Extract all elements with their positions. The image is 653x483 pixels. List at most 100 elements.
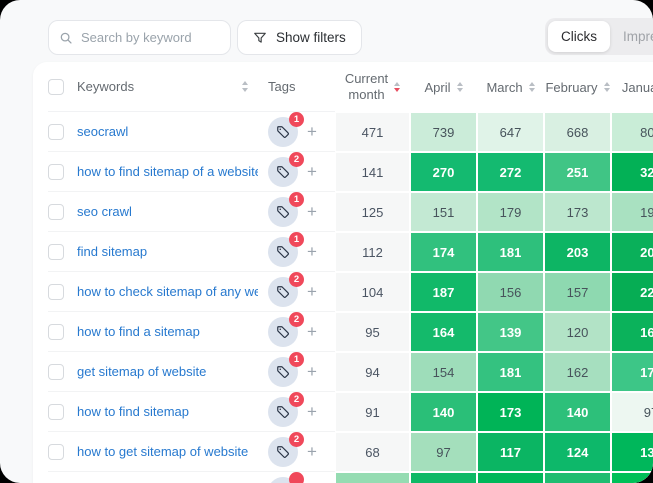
keyword-link[interactable]: how to find sitemap of a website [77,164,258,179]
keyword-link[interactable]: how to find sitemap [77,404,190,419]
sort-keywords-button[interactable] [242,81,248,92]
tag-button-wrap: 1 [268,351,304,387]
add-tag-button[interactable]: + [307,402,317,421]
header-current-month: Current month [335,62,410,112]
search-input[interactable] [81,30,220,45]
tag-count-badge: 2 [289,311,304,327]
sort-april-button[interactable] [456,81,463,93]
table-row: how to find sitemap 2 + 91 140 173 140 9… [48,391,653,432]
tag-button-wrap: 2 [268,271,304,307]
current-month-value [336,473,409,483]
heatmap-cell-january: 220 [611,272,653,312]
heatmap-cell-january: 177 [611,352,653,392]
table-header-row: Keywords Tags Current month April March F… [48,62,653,112]
heatmap-cell-january: 326 [611,152,653,192]
row-checkbox[interactable] [48,403,64,420]
heatmap-cell-february: 173 [544,192,611,232]
heatmap-cell-april: 187 [410,272,477,312]
header-april: April [410,62,477,112]
row-checkbox[interactable] [48,203,64,220]
keyword-link[interactable]: how to check sitemap of any website [77,284,258,299]
heatmap-cell-january: 807 [611,112,653,152]
heatmap-cell-april: 164 [410,312,477,352]
header-february-label: February [545,79,598,95]
toggle-option-clicks[interactable]: Clicks [548,21,610,52]
row-checkbox[interactable] [48,323,64,340]
row-checkbox[interactable] [48,443,64,460]
table-row: find sitemap 1 + 112 174 181 203 207 [48,231,653,272]
tag-icon [277,165,289,178]
add-tag-button[interactable]: + [307,162,317,181]
tag-button-wrap: 2 [268,391,304,427]
tag-icon [277,445,289,458]
tag-icon [277,285,289,298]
tag-button[interactable] [268,476,298,483]
heatmap-cell-march [477,472,544,483]
heatmap-cell-february: 203 [544,232,611,272]
tag-button-wrap: 1 [268,191,304,227]
metric-toggle: Clicks Impressions [545,18,653,55]
current-month-cell: 112 [335,232,410,272]
add-tag-button[interactable]: + [307,322,317,341]
add-tag-button[interactable]: + [307,282,317,301]
show-filters-button[interactable]: Show filters [237,20,362,55]
keyword-link[interactable]: seocrawl [77,124,129,139]
current-month-cell: 125 [335,192,410,232]
add-tag-button[interactable]: + [307,202,317,221]
header-february: February [544,62,611,112]
tag-icon [277,205,289,218]
current-month-value: 471 [336,113,409,151]
current-month-cell: 471 [335,112,410,152]
tag-icon [277,405,289,418]
current-month-cell: 91 [335,392,410,432]
heatmap-cell-january: 132 [611,432,653,472]
keyword-link[interactable]: seo crawl [77,204,132,219]
heatmap-cell-march: 173 [477,392,544,432]
header-tags-label: Tags [268,79,296,94]
row-checkbox[interactable] [48,163,64,180]
current-month-value: 95 [336,313,409,351]
heatmap-cell-february: 120 [544,312,611,352]
tag-button-wrap: 1 [268,111,304,147]
row-checkbox[interactable] [48,283,64,300]
tag-button[interactable] [268,436,298,467]
current-month-value: 104 [336,273,409,311]
table-row: how to find sitemap of a website 2 + 141… [48,151,653,192]
keyword-link[interactable]: find sitemap [77,244,148,259]
heatmap-cell-april: 140 [410,392,477,432]
row-checkbox[interactable] [48,243,64,260]
heatmap-cell-january: 193 [611,192,653,232]
table-row: how to find a sitemap 2 + 95 164 139 120… [48,311,653,352]
search-box [48,20,231,55]
tag-button-wrap: 2 [268,431,304,467]
tag-count-badge: 2 [289,151,304,167]
keyword-link[interactable]: get sitemap of website [77,364,207,379]
sort-february-button[interactable] [603,81,610,93]
show-filters-label: Show filters [276,30,346,45]
row-checkbox[interactable] [48,123,64,140]
tag-icon [277,365,289,378]
heatmap-cell-march: 181 [477,232,544,272]
header-april-label: April [424,79,451,95]
heatmap-cell-january: 97 [611,392,653,432]
tag-count-badge: 2 [289,271,304,287]
add-tag-button[interactable]: + [307,442,317,461]
select-all-checkbox[interactable] [48,78,64,95]
current-month-cell [335,472,410,483]
toggle-option-impressions[interactable]: Impressions [623,29,653,44]
tag-button[interactable] [268,316,298,347]
table-row: how to get sitemap of website 2 + 68 97 … [48,431,653,472]
current-month-value: 125 [336,193,409,231]
header-current-month-label: Current month [344,70,389,102]
row-checkbox[interactable] [48,363,64,380]
sort-march-button[interactable] [528,81,535,93]
table-row: seo crawl 1 + 125 151 179 173 193 [48,191,653,232]
keyword-link[interactable]: how to get sitemap of website [77,444,249,459]
sort-current-month-button[interactable] [394,81,401,93]
add-tag-button[interactable]: + [307,122,317,141]
add-tag-button[interactable]: + [307,242,317,261]
add-tag-button[interactable]: + [307,362,317,381]
table-body: seocrawl 1 + 471 739 647 668 807 how to … [48,111,653,483]
keyword-link[interactable]: how to find a sitemap [77,324,200,339]
